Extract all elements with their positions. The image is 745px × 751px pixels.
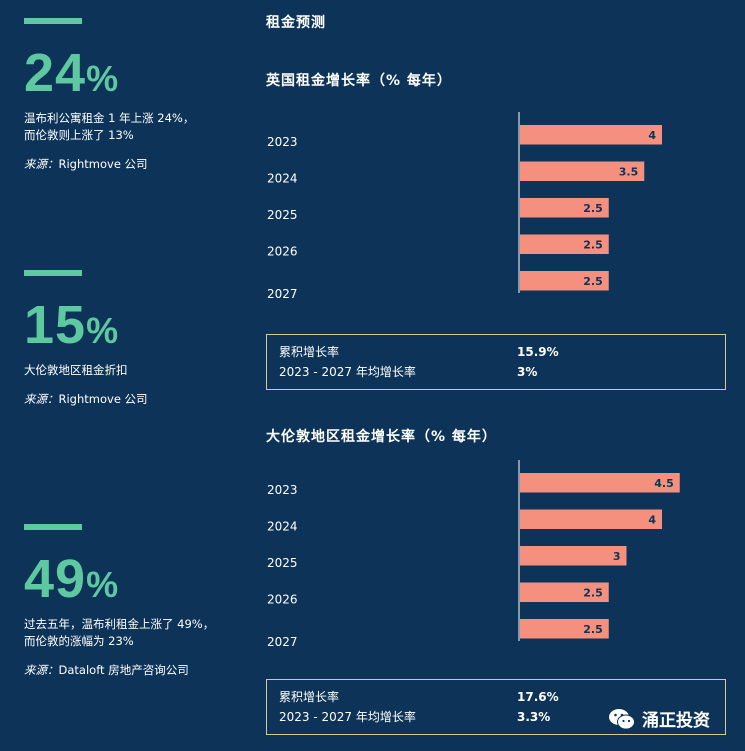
bar-2027 xyxy=(520,619,609,639)
tick-label-2027: 2027 xyxy=(267,287,298,301)
stat-block-3: 49% 过去五年，温布利租金上涨了 49%， 而伦敦的涨幅为 23% 来源：Da… xyxy=(24,524,254,678)
tick-label-2024: 2024 xyxy=(267,519,298,533)
stat-source: 来源：Rightmove 公司 xyxy=(24,392,148,406)
stat-source: 来源：Dataloft 房地产咨询公司 xyxy=(24,663,189,677)
data-label-2026: 2.5 xyxy=(583,587,603,600)
section-title: 租金预测 xyxy=(266,15,326,31)
bar-2024 xyxy=(520,509,662,529)
bar-2025 xyxy=(520,546,627,566)
summary-value: 17.6% xyxy=(517,690,559,704)
tick-label-2025: 2025 xyxy=(267,208,298,222)
accent-rule xyxy=(24,524,82,530)
stat-source: 来源：Rightmove 公司 xyxy=(24,157,148,171)
watermark: 涌正投资 xyxy=(608,706,710,731)
summary-value: 3% xyxy=(517,365,538,379)
bar-2023 xyxy=(520,125,662,145)
summary-box-uk: 累积增长率 15.9% 2023 - 2027 年均增长率 3% xyxy=(266,334,726,390)
uk-rent-growth-chart: 2023 4 2024 3.5 2025 2.5 2026 2.5 2027 2.5 xyxy=(267,112,662,301)
summary-value: 15.9% xyxy=(517,345,559,359)
stat-number: 15% xyxy=(24,295,120,355)
chart-title-uk: 英国租金增长率（% 每年） xyxy=(266,73,452,89)
data-label-2025: 2.5 xyxy=(583,202,603,215)
bar-2023 xyxy=(520,473,680,493)
watermark-text: 涌正投资 xyxy=(642,711,710,731)
tick-label-2027: 2027 xyxy=(267,635,298,649)
data-label-2025: 3 xyxy=(613,550,621,563)
summary-label: 2023 - 2027 年均增长率 xyxy=(279,365,416,379)
tick-label-2023: 2023 xyxy=(267,135,298,149)
tick-label-2025: 2025 xyxy=(267,556,298,570)
accent-rule xyxy=(24,18,82,24)
summary-box-london: 累积增长率 17.6% 2023 - 2027 年均增长率 3.3% xyxy=(266,679,726,735)
stat-number: 24% xyxy=(24,43,120,103)
summary-value: 3.3% xyxy=(517,710,551,724)
stat-description: 大伦敦地区租金折扣 xyxy=(24,363,128,377)
stat-block-2: 15% 大伦敦地区租金折扣 来源：Rightmove 公司 xyxy=(24,270,254,407)
summary-label: 2023 - 2027 年均增长率 xyxy=(279,710,416,724)
tick-label-2026: 2026 xyxy=(267,592,298,606)
data-label-2024: 4 xyxy=(648,514,656,527)
bar-2024 xyxy=(520,161,645,181)
wechat-icon xyxy=(609,708,635,729)
bar-2026 xyxy=(520,582,609,602)
data-label-2023: 4 xyxy=(648,129,656,142)
data-label-2023: 4.5 xyxy=(654,477,674,490)
chart-title-london: 大伦敦地区租金增长率（% 每年） xyxy=(266,429,497,445)
stat-description: 过去五年，温布利租金上涨了 49%， 而伦敦的涨幅为 23% xyxy=(24,617,215,648)
tick-label-2026: 2026 xyxy=(267,244,298,258)
stat-description: 温布利公寓租金 1 年上涨 24%， 而伦敦则上涨了 13% xyxy=(24,111,195,142)
stat-block-1: 24% 温布利公寓租金 1 年上涨 24%， 而伦敦则上涨了 13% 来源：Ri… xyxy=(24,18,254,172)
greater-london-rent-growth-chart: 2023 4.5 2024 4 2025 3 2026 2.5 2027 2.5 xyxy=(267,460,680,649)
summary-label: 累积增长率 xyxy=(279,690,340,704)
summary-label: 累积增长率 xyxy=(279,345,340,359)
bar-2026 xyxy=(520,234,609,254)
stat-number: 49% xyxy=(24,549,120,609)
bar-2027 xyxy=(520,271,609,291)
data-label-2026: 2.5 xyxy=(583,239,603,252)
tick-label-2024: 2024 xyxy=(267,171,298,185)
data-label-2027: 2.5 xyxy=(583,275,603,288)
tick-label-2023: 2023 xyxy=(267,483,298,497)
bar-2025 xyxy=(520,198,609,218)
data-label-2027: 2.5 xyxy=(583,623,603,636)
data-label-2024: 3.5 xyxy=(619,166,639,179)
accent-rule xyxy=(24,270,82,276)
